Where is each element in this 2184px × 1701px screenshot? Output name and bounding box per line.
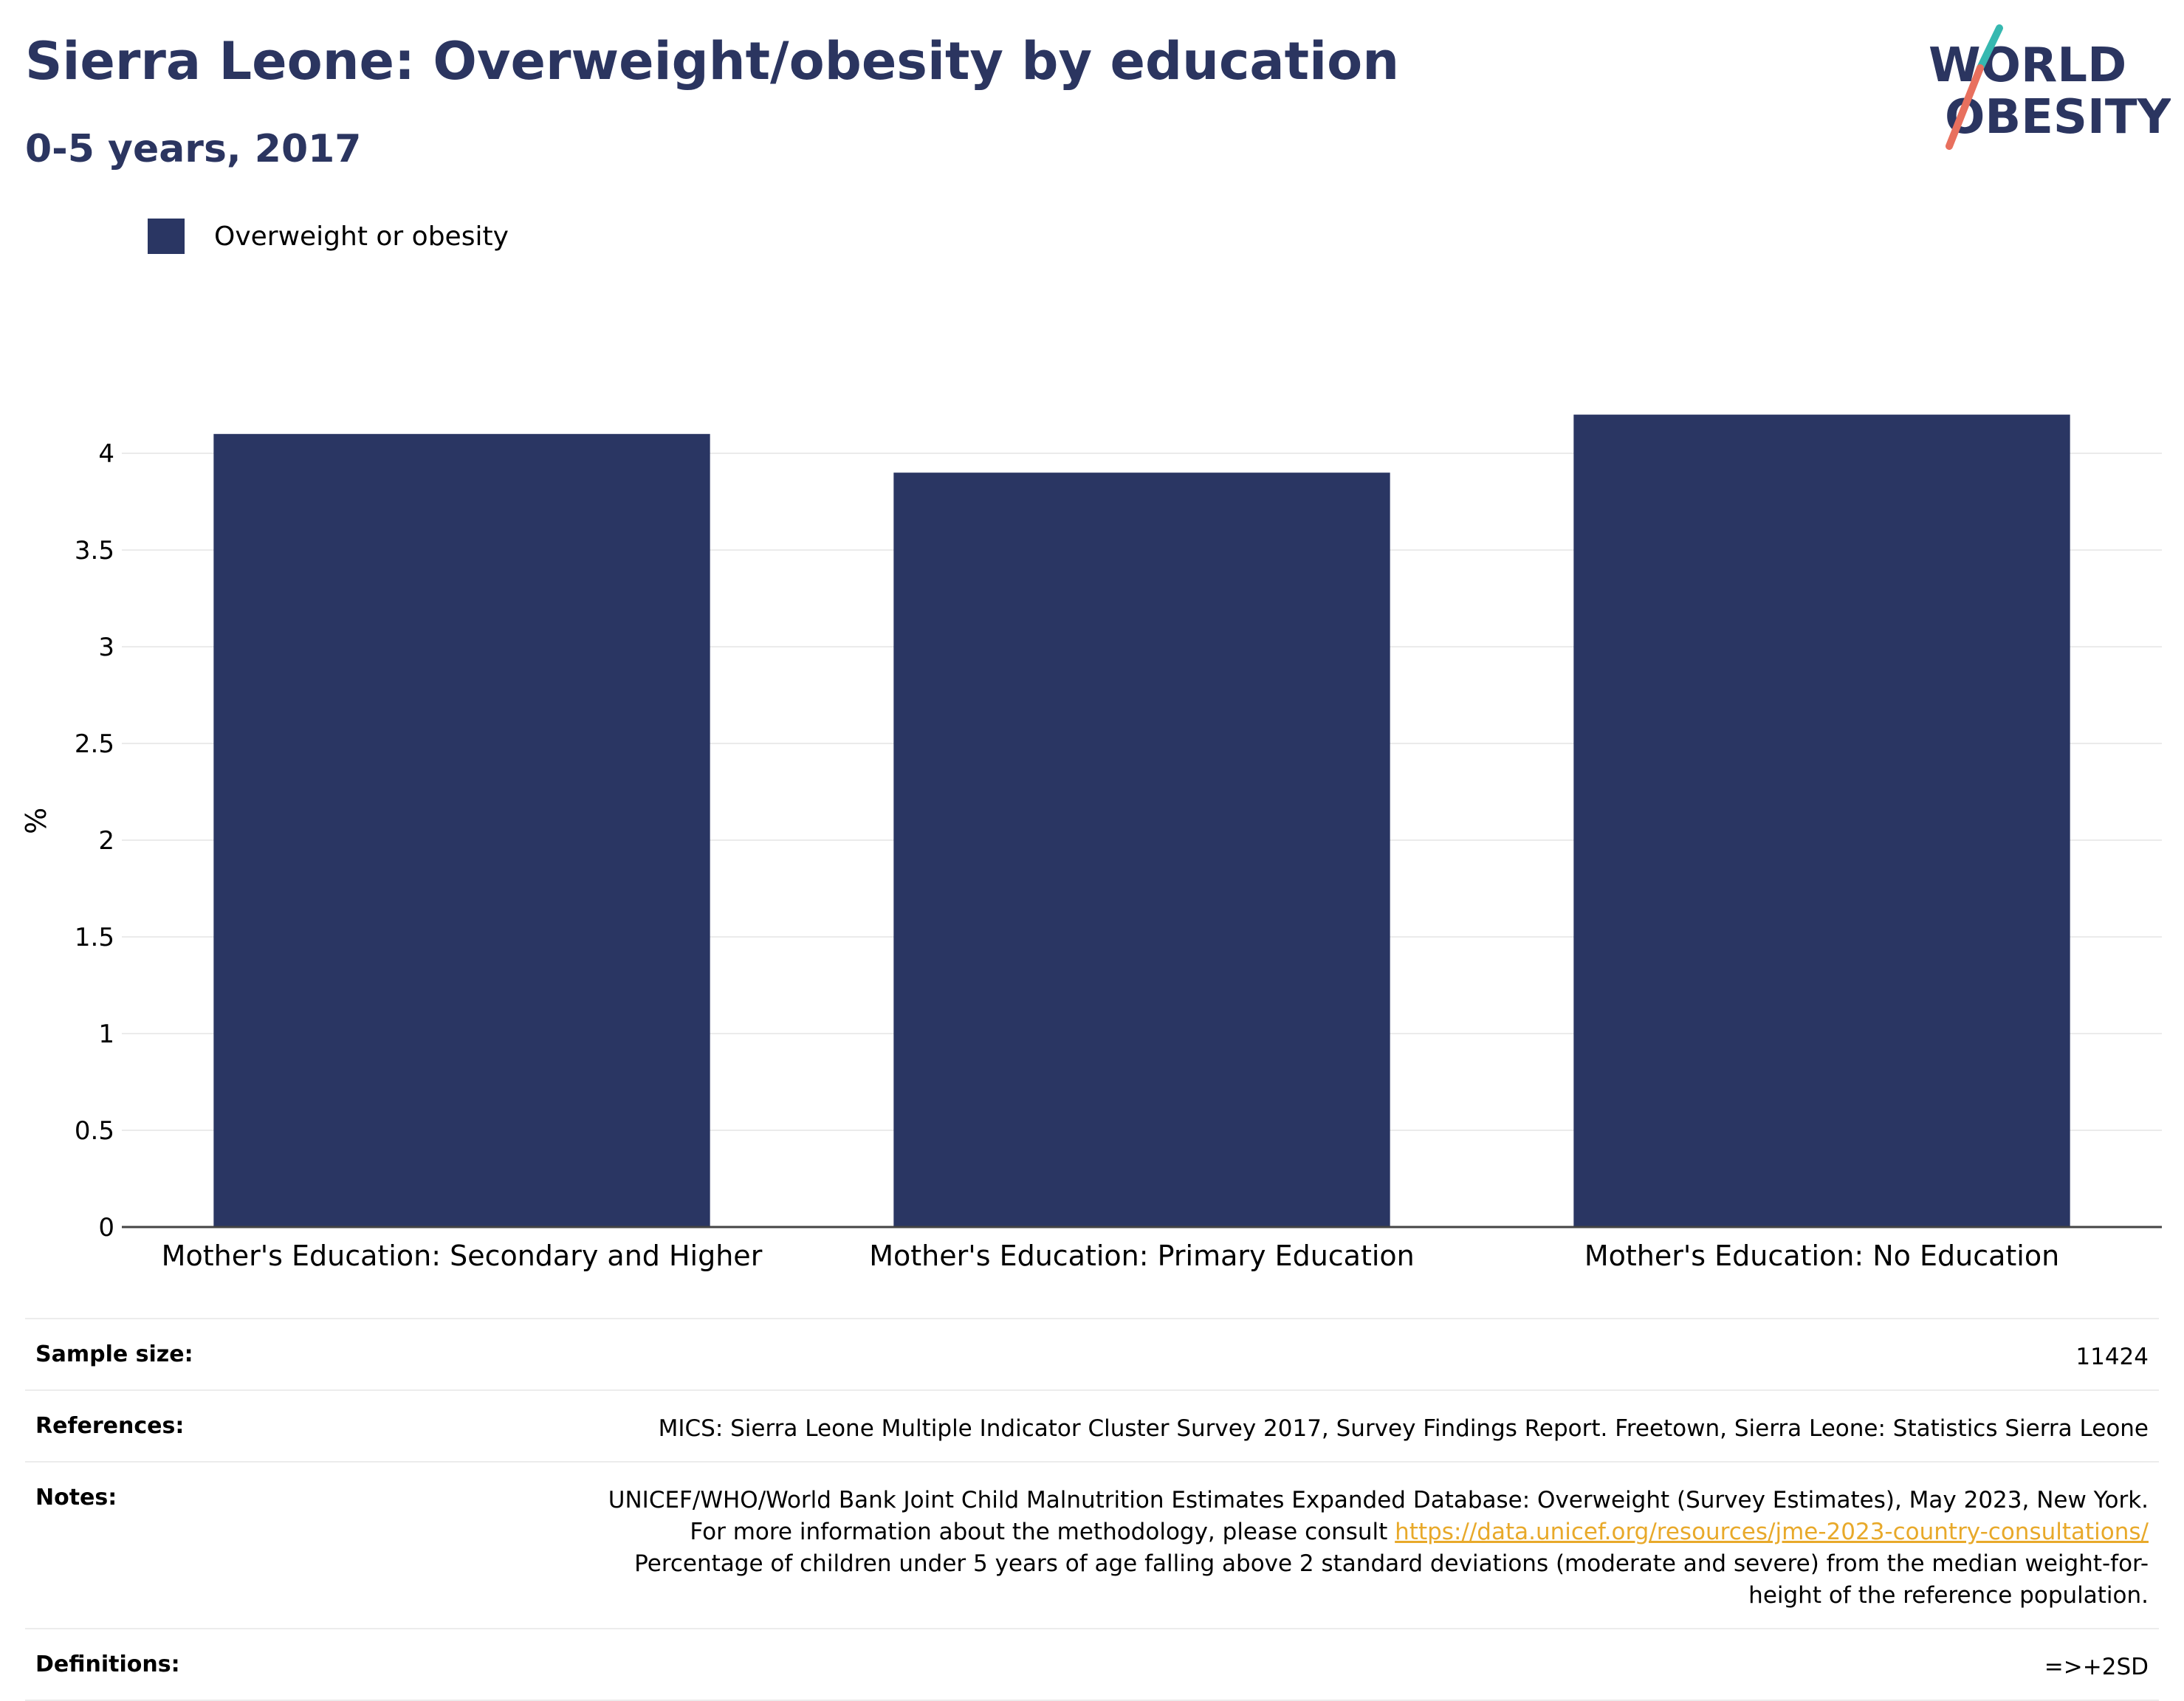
bars xyxy=(213,414,2070,1227)
notes-label: Notes: xyxy=(35,1485,117,1511)
y-tick-label: 0 xyxy=(98,1213,114,1243)
y-tick-label: 2 xyxy=(98,826,114,856)
y-tick-label: 4 xyxy=(98,439,114,469)
references-row: References: MICS: Sierra Leone Multiple … xyxy=(25,1391,2159,1463)
world-obesity-logo: WORLD OBESITY xyxy=(1929,24,2171,150)
y-tick-label: 1.5 xyxy=(75,923,114,952)
methodology-link[interactable]: https://data.unicef.org/resources/jme-20… xyxy=(1395,1519,2149,1545)
sample-size-label: Sample size: xyxy=(35,1341,193,1367)
legend-label: Overweight or obesity xyxy=(214,221,509,252)
sample-size-row: Sample size: 11424 xyxy=(25,1319,2159,1391)
notes-text: UNICEF/WHO/World Bank Joint Child Malnut… xyxy=(608,1487,2149,1545)
logo-slash-top xyxy=(1977,24,2003,72)
references-value: MICS: Sierra Leone Multiple Indicator Cl… xyxy=(658,1415,2149,1442)
x-tick-label: Mother's Education: Secondary and Higher xyxy=(162,1240,763,1272)
legend-swatch xyxy=(148,219,185,254)
bar[interactable] xyxy=(1573,414,2070,1227)
notes-value: UNICEF/WHO/World Bank Joint Child Malnut… xyxy=(598,1485,2149,1612)
chart-subtitle: 0-5 years, 2017 xyxy=(25,127,362,171)
references-label: References: xyxy=(35,1413,185,1439)
definitions-label: Definitions: xyxy=(35,1652,180,1677)
notes-definition-text: Percentage of children under 5 years of … xyxy=(634,1550,2149,1609)
logo-line-world: WORLD xyxy=(1929,38,2126,93)
definitions-row: Definitions: =>+2SD xyxy=(25,1629,2159,1701)
y-tick-label: 3 xyxy=(98,633,114,662)
y-tick-label: 0.5 xyxy=(75,1116,114,1146)
y-tick-label: 1 xyxy=(98,1020,114,1049)
x-tick-label: Mother's Education: Primary Education xyxy=(869,1240,1415,1272)
bar[interactable] xyxy=(893,472,1390,1227)
chart-title: Sierra Leone: Overweight/obesity by educ… xyxy=(25,31,1400,92)
sample-size-value: 11424 xyxy=(2075,1344,2149,1370)
info-table: Sample size: 11424 References: MICS: Sie… xyxy=(25,1318,2159,1701)
axes: 0 0.5 1 1.5 2 2.5 3 3.5 4 Mother's Education: Sec… xyxy=(20,439,2162,1272)
y-tick-label: 2.5 xyxy=(75,729,114,759)
bar[interactable] xyxy=(213,433,710,1227)
legend[interactable]: Overweight or obesity xyxy=(148,219,509,254)
notes-row: Notes: UNICEF/WHO/World Bank Joint Child… xyxy=(25,1463,2159,1629)
bar-chart: 0 0.5 1 1.5 2 2.5 3 3.5 4 Mother's Education: Sec… xyxy=(20,414,2162,1272)
x-tick-label: Mother's Education: No Education xyxy=(1584,1240,2059,1272)
y-tick-label: 3.5 xyxy=(75,536,114,566)
logo-line-obesity: OBESITY xyxy=(1945,90,2171,145)
logo-slash-bottom xyxy=(1946,64,1984,150)
y-axis-title: % xyxy=(20,808,52,834)
definitions-value: =>+2SD xyxy=(2044,1654,2149,1680)
